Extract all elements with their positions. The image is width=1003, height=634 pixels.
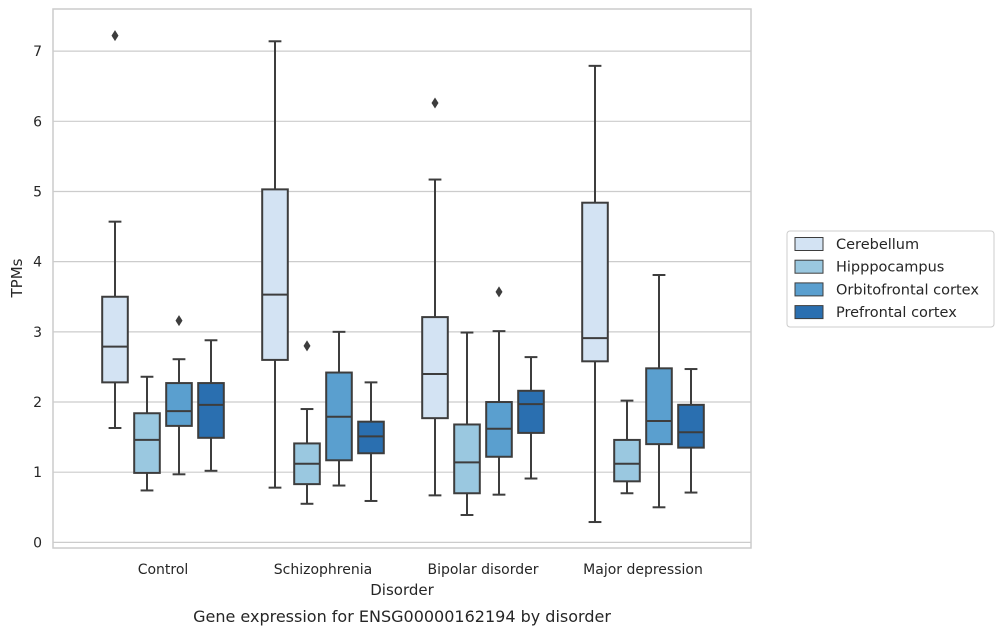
box-iqr	[421, 316, 449, 420]
box-prefrontal-cortex-control	[197, 339, 225, 472]
box-iqr	[517, 389, 545, 434]
box-iqr	[261, 188, 289, 361]
box-prefrontal-cortex-major-depression	[677, 368, 705, 494]
plot-area-frame	[52, 8, 752, 549]
box-iqr	[165, 382, 193, 427]
box-prefrontal-cortex-schizophrenia	[357, 381, 385, 502]
legend-label: Prefrontal cortex	[836, 305, 957, 321]
box-cerebellum-schizophrenia	[261, 40, 289, 489]
box-iqr	[677, 403, 705, 449]
legend-label: Cerebellum	[836, 237, 919, 253]
box-cerebellum-control	[101, 30, 129, 429]
box-iqr	[645, 367, 673, 446]
outlier-point	[495, 286, 503, 298]
box-cerebellum-major-depression	[581, 64, 609, 524]
box-prefrontal-cortex-bipolar-disorder	[517, 356, 545, 480]
y-tick-label: 0	[33, 535, 42, 551]
box-iqr	[453, 423, 481, 495]
box-hipppocampus-major-depression	[613, 399, 641, 495]
y-tick-label: 3	[33, 325, 42, 341]
box-orbitofrontal-cortex-bipolar-disorder	[485, 286, 513, 496]
box-orbitofrontal-cortex-schizophrenia	[325, 330, 353, 487]
legend-swatch	[794, 259, 824, 274]
x-axis-label: Disorder	[370, 581, 434, 599]
box-hipppocampus-control	[133, 375, 161, 492]
x-tick-label: Bipolar disorder	[427, 562, 538, 578]
outlier-point	[175, 315, 183, 327]
x-tick-label: Major depression	[583, 562, 703, 578]
outlier-point	[303, 340, 311, 352]
x-tick-label: Schizophrenia	[274, 562, 372, 578]
y-tick-label: 5	[33, 184, 42, 200]
legend: Cerebellum Hipppocampus Orbitofrontal cort…	[786, 230, 995, 328]
box-hipppocampus-schizophrenia	[293, 340, 321, 505]
legend-label: Orbitofrontal cortex	[836, 282, 979, 298]
box-iqr	[613, 438, 641, 483]
box-iqr	[133, 412, 161, 474]
x-axis-ticks: Control Schizophrenia Bipolar disorder Majo…	[138, 562, 703, 578]
y-tick-label: 6	[33, 114, 42, 130]
box-iqr	[581, 201, 609, 363]
box-iqr	[357, 420, 385, 455]
y-tick-label: 7	[33, 44, 42, 60]
box-series-layer	[101, 30, 705, 524]
box-orbitofrontal-cortex-control	[165, 315, 193, 476]
box-hipppocampus-bipolar-disorder	[453, 331, 481, 517]
box-iqr	[197, 382, 225, 439]
outlier-point	[431, 97, 439, 109]
box-orbitofrontal-cortex-major-depression	[645, 273, 673, 509]
legend-frame	[786, 230, 995, 328]
y-tick-label: 2	[33, 395, 42, 411]
chart-caption: Gene expression for ENSG00000162194 by d…	[193, 607, 611, 626]
y-axis-label: TPMs	[8, 258, 26, 298]
legend-swatch	[794, 305, 824, 320]
y-tick-label: 1	[33, 465, 42, 481]
box-cerebellum-bipolar-disorder	[421, 97, 449, 497]
legend-items: Cerebellum Hipppocampus Orbitofrontal cort…	[794, 237, 979, 321]
y-axis-ticks: 0 1 2 3 4 5 6 7	[33, 44, 42, 551]
legend-swatch	[794, 237, 824, 251]
y-tick-label: 4	[33, 255, 42, 271]
x-tick-label: Control	[138, 562, 189, 578]
outlier-point	[111, 30, 119, 42]
legend-label: Hipppocampus	[836, 260, 944, 276]
box-iqr	[101, 295, 129, 384]
legend-swatch	[794, 282, 824, 297]
